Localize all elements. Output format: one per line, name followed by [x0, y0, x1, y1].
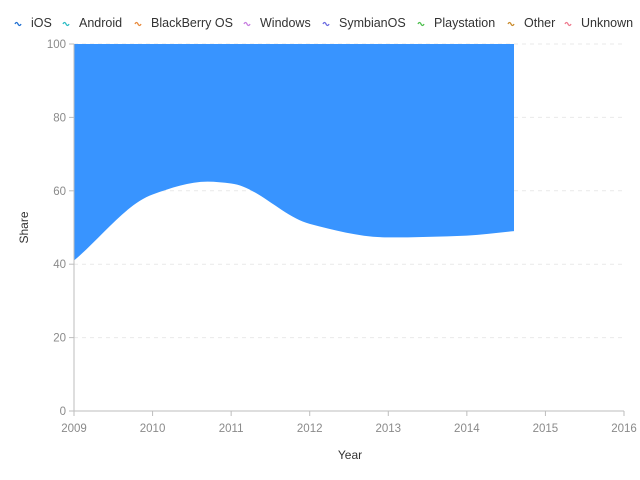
legend-swatch-icon	[62, 21, 70, 27]
x-tick-label: 2010	[140, 423, 166, 435]
legend-label: Unknown	[581, 16, 633, 30]
x-axis-title: Year	[338, 448, 362, 462]
legend-item-playstation[interactable]: Playstation	[417, 16, 495, 30]
legend-swatch-icon	[564, 21, 572, 27]
y-tick-label: 40	[53, 259, 66, 271]
y-tick-label: 80	[53, 112, 66, 124]
x-tick-label: 2015	[533, 423, 559, 435]
y-tick-label: 60	[53, 186, 66, 198]
area-series-ios[interactable]	[74, 44, 514, 261]
legend[interactable]: iOS Android BlackBerry OS Windows SymbianOS P…	[14, 16, 633, 30]
legend-item-unknown[interactable]: Unknown	[564, 16, 633, 30]
x-tick-label: 2012	[297, 423, 323, 435]
legend-item-symbianos[interactable]: SymbianOS	[322, 16, 406, 30]
y-axis-title: Share	[17, 211, 31, 243]
y-tick-label: 20	[53, 333, 66, 345]
legend-label: Android	[79, 16, 122, 30]
legend-label: SymbianOS	[339, 16, 406, 30]
legend-swatch-icon	[14, 21, 22, 27]
x-tick-label: 2016	[611, 423, 637, 435]
x-tick-label: 2011	[219, 423, 244, 435]
legend-label: Other	[524, 16, 555, 30]
x-tick-label: 2013	[375, 423, 401, 435]
legend-label: Windows	[260, 16, 311, 30]
legend-swatch-icon	[507, 21, 515, 27]
legend-item-android[interactable]: Android	[62, 16, 122, 30]
legend-swatch-icon	[243, 21, 251, 27]
legend-label: iOS	[31, 16, 52, 30]
y-tick-label: 100	[47, 39, 66, 51]
plot-area	[74, 44, 514, 261]
legend-item-ios[interactable]: iOS	[14, 16, 52, 30]
legend-label: Playstation	[434, 16, 495, 30]
y-tick-label: 0	[60, 406, 66, 418]
legend-swatch-icon	[134, 21, 142, 27]
legend-label: BlackBerry OS	[151, 16, 233, 30]
legend-swatch-icon	[322, 21, 330, 27]
legend-swatch-icon	[417, 21, 425, 27]
x-tick-label: 2014	[454, 423, 480, 435]
legend-item-other[interactable]: Other	[507, 16, 555, 30]
x-tick-label: 2009	[61, 423, 87, 435]
legend-item-windows[interactable]: Windows	[243, 16, 311, 30]
axes: 2009 2010 2011 2012 2013 2014 2015 2016 0 20 40 60 8…	[47, 39, 637, 435]
legend-item-blackberry-os[interactable]: BlackBerry OS	[134, 16, 233, 30]
